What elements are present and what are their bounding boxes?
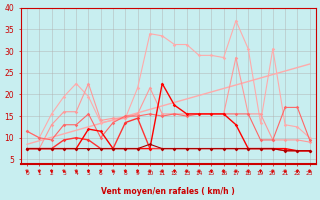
X-axis label: Vent moyen/en rafales ( km/h ): Vent moyen/en rafales ( km/h ) xyxy=(101,187,235,196)
